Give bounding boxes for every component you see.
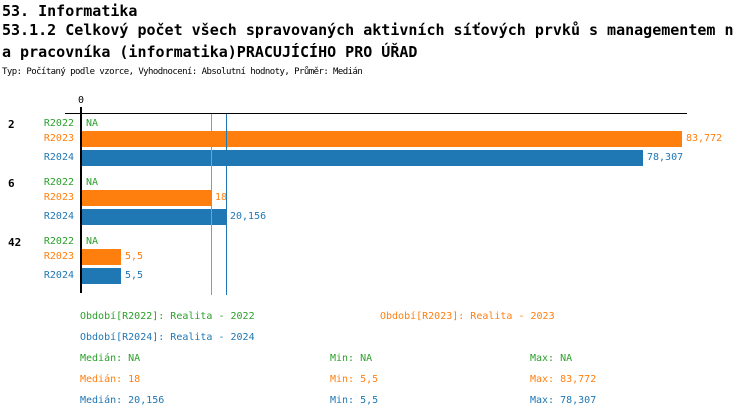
stat-max-r2024: Max: 78,307: [530, 395, 597, 406]
stat-median-r2022: Medián: NA: [80, 353, 141, 364]
series-row-label: R2022: [43, 118, 74, 129]
series-row-label: R2024: [43, 211, 74, 222]
median-line-r2023: [211, 114, 212, 295]
legend-r2023: Období[R2023]: Realita - 2023: [380, 311, 555, 322]
series-row-label: R2022: [43, 236, 74, 247]
stat-min-r2023: Min: 5,5: [330, 374, 379, 385]
series-row-label: R2023: [43, 251, 74, 262]
bar-value-label: 83,772: [686, 133, 723, 144]
group-label: 2: [8, 118, 15, 131]
na-value-label: NA: [86, 177, 99, 188]
bar-value-label: 5,5: [125, 270, 144, 281]
na-value-label: NA: [86, 118, 99, 129]
stat-median-r2023: Medián: 18: [80, 374, 141, 385]
stat-max-r2022: Max: NA: [530, 353, 573, 364]
bar-value-label: 20,156: [230, 211, 267, 222]
group-label: 42: [8, 236, 22, 249]
stat-min-r2022: Min: NA: [330, 353, 373, 364]
series-row-label: R2022: [43, 177, 74, 188]
series-row-label: R2023: [43, 192, 74, 203]
bar-value-label: 5,5: [125, 251, 144, 262]
series-row-label: R2023: [43, 133, 74, 144]
indicator-meta: Typ: Počítaný podle vzorce, Vyhodnocení:…: [2, 67, 363, 77]
series-row-label: R2024: [43, 152, 74, 163]
stat-max-r2023: Max: 83,772: [530, 374, 597, 385]
indicator-title-line1: 53.1.2 Celkový počet všech spravovaných …: [2, 21, 734, 39]
legend-r2022: Období[R2022]: Realita - 2022: [80, 311, 255, 322]
bar: [82, 209, 226, 225]
bar-value-label: 18: [215, 192, 228, 203]
x-axis-line: [65, 113, 687, 114]
na-value-label: NA: [86, 236, 99, 247]
zero-tick-label: 0: [77, 95, 85, 106]
y-axis-line: [80, 107, 82, 293]
group-label: 6: [8, 177, 15, 190]
bar: [82, 190, 211, 206]
page-title: 53. Informatika: [2, 2, 138, 20]
bar: [82, 150, 643, 166]
bar-value-label: 78,307: [647, 152, 684, 163]
median-line-r2024: [226, 114, 227, 295]
indicator-title-line2: a pracovníka (informatika)PRACUJÍCÍHO PR…: [2, 43, 418, 61]
bar: [82, 249, 121, 265]
bar: [82, 131, 682, 147]
stat-median-r2024: Medián: 20,156: [80, 395, 165, 406]
bar: [82, 268, 121, 284]
legend-r2024: Období[R2024]: Realita - 2024: [80, 332, 255, 343]
stat-min-r2024: Min: 5,5: [330, 395, 379, 406]
series-row-label: R2024: [43, 270, 74, 281]
